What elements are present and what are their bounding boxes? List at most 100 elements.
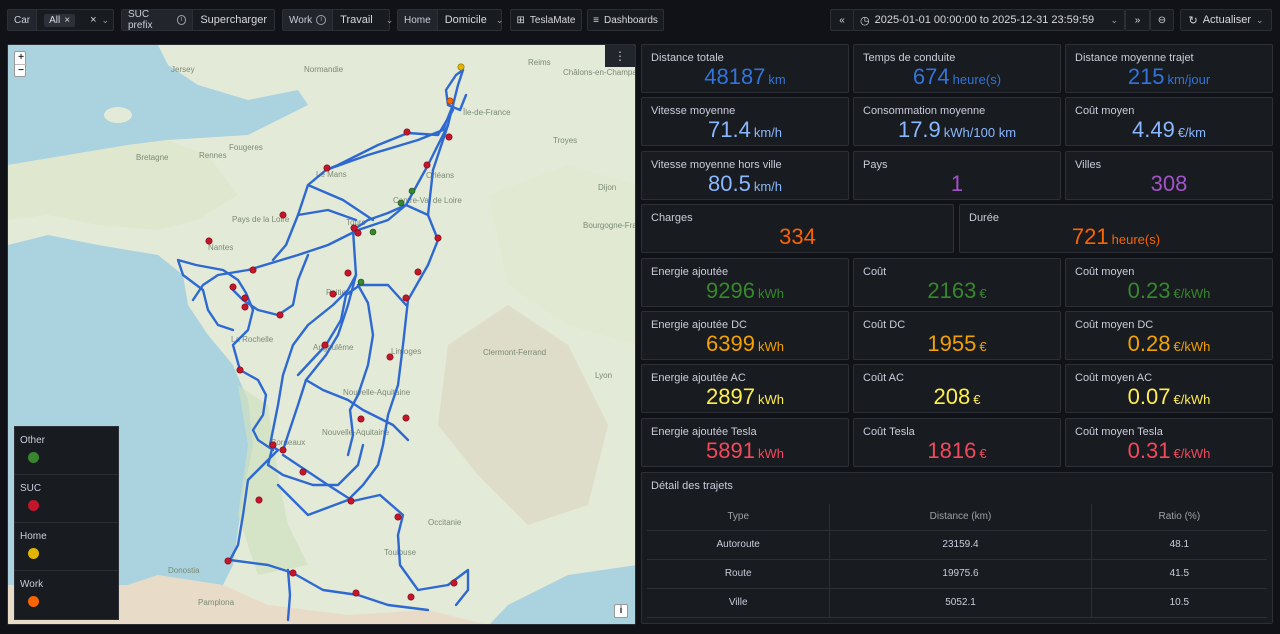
map-label-fougeres: Fougeres <box>229 143 263 152</box>
stat-unit: €/km <box>1177 125 1206 140</box>
stat-panel: Energie ajoutée 9296 kWh <box>641 258 849 307</box>
stat-unit: km <box>768 72 786 87</box>
stat-value: 2897 <box>706 384 755 409</box>
table-cell: 5052.1 <box>829 588 1092 618</box>
clear-icon[interactable]: × <box>90 14 97 26</box>
stat-value-container: 0.07 €/kWh <box>1066 384 1272 410</box>
chevron-double-left-icon: « <box>839 14 845 26</box>
stat-value: 1 <box>950 171 964 196</box>
stat-value: 71.4 <box>708 117 751 142</box>
stat-title: Coût <box>863 266 887 278</box>
chevron-double-right-icon: » <box>1134 14 1141 26</box>
chevron-down-icon: ⌄ <box>1110 14 1118 25</box>
stat-unit: kWh <box>757 392 784 407</box>
legend-dot <box>28 596 39 607</box>
chevron-down-icon[interactable]: ⌄ <box>1255 14 1264 25</box>
stat-title: Coût AC <box>863 372 904 384</box>
stat-panel: Coût 2163 € <box>853 258 1061 307</box>
stat-value-container: 4.49 €/km <box>1066 117 1272 143</box>
grid-icon: ⊞ <box>516 14 525 26</box>
info-icon[interactable]: i <box>316 15 327 25</box>
stat-panel: Vitesse moyenne 71.4 km/h <box>641 97 849 146</box>
remove-chip-icon[interactable]: × <box>64 14 71 26</box>
stat-value: 6399 <box>706 331 755 356</box>
map-label-bretagne: Bretagne <box>136 153 169 162</box>
stat-unit: kWh <box>757 446 784 461</box>
map-attribution-info-icon[interactable]: i <box>614 604 628 618</box>
legend-item-home: Home <box>15 523 118 571</box>
stat-panel: Energie ajoutée DC 6399 kWh <box>641 311 849 360</box>
stat-panel: Coût moyen Tesla 0.31 €/kWh <box>1065 418 1273 467</box>
home-variable[interactable]: Home Domicile ⌄ <box>397 9 504 31</box>
stat-title: Vitesse moyenne <box>651 105 736 117</box>
zoom-out-time-button[interactable]: ⊖ <box>1150 9 1174 31</box>
stat-value-container: 1 <box>854 171 1060 197</box>
stat-value: 17.9 <box>897 117 941 142</box>
map-label-nouvelle-aquitaine-2: Nouvelle-Aquitaine <box>343 388 411 397</box>
map-label-angouleme: Angoulême <box>313 343 354 352</box>
map-label-troyes: Troyes <box>553 136 577 145</box>
zoom-in-button[interactable]: + <box>18 52 24 63</box>
map-label-la-rochelle: La Rochelle <box>231 335 274 344</box>
stat-value: 1816 <box>927 438 977 463</box>
stat-value: 208 <box>933 384 971 409</box>
stat-title: Durée <box>969 212 999 224</box>
suc-prefix-variable[interactable]: SUC prefix i Supercharger <box>121 9 275 31</box>
dashboards-link-button[interactable]: ≡ Dashboards <box>587 9 664 31</box>
work-variable[interactable]: Work i Travail ⌄ <box>282 9 393 31</box>
time-shift-forward-button[interactable]: » <box>1125 9 1150 31</box>
refresh-label: Actualiser <box>1202 14 1251 26</box>
time-shift-back-button[interactable]: « <box>830 9 854 31</box>
stat-value-container: 80.5 km/h <box>642 171 848 197</box>
stat-title: Energie ajoutée <box>651 266 729 278</box>
car-chip-label: All <box>49 14 61 26</box>
stat-value: 215 <box>1127 64 1165 89</box>
stat-panel: Energie ajoutée Tesla 5891 kWh <box>641 418 849 467</box>
column-header-distance[interactable]: Distance (km) <box>829 504 1092 531</box>
map-label-idf: Île-de-France <box>462 108 511 117</box>
table-row: Autoroute 23159.4 48.1 <box>647 530 1267 560</box>
stat-value-container: 2163 € <box>854 278 1060 304</box>
map-label-centre: Centre-Val de Loire <box>393 196 462 205</box>
menu-icon: ≡ <box>593 14 599 26</box>
teslamate-link-button[interactable]: ⊞ TeslaMate <box>510 9 582 31</box>
stat-unit: €/kWh <box>1173 339 1211 354</box>
stat-value: 0.28 <box>1127 331 1171 356</box>
panel-menu-icon[interactable]: ⋮ <box>605 45 635 67</box>
column-header-type[interactable]: Type <box>647 504 831 531</box>
stat-title: Energie ajoutée AC <box>651 372 746 384</box>
stat-title: Coût Tesla <box>863 426 915 438</box>
car-variable[interactable]: Car All × × ⌄ <box>7 9 114 31</box>
suc-prefix-input[interactable]: Supercharger <box>200 14 267 26</box>
stat-title: Coût moyen AC <box>1075 372 1153 384</box>
stat-unit: heure(s) <box>1111 232 1161 247</box>
trips-map-panel[interactable]: Jersey Normandie Rennes Bretagne Fougere… <box>7 44 636 625</box>
stat-title: Consommation moyenne <box>863 105 986 117</box>
column-header-ratio[interactable]: Ratio (%) <box>1091 504 1267 531</box>
stat-value-container: 0.31 €/kWh <box>1066 438 1272 464</box>
zoom-out-button[interactable]: − <box>15 64 27 76</box>
chevron-down-icon[interactable]: ⌄ <box>385 14 394 25</box>
chevron-down-icon[interactable]: ⌄ <box>495 14 504 25</box>
stat-value-container: 334 <box>642 224 953 250</box>
stat-panel: Durée 721 heure(s) <box>959 204 1273 253</box>
stat-unit: €/kWh <box>1173 286 1211 301</box>
stat-panel: Coût Tesla 1816 € <box>853 418 1061 467</box>
work-label: Work <box>289 14 313 26</box>
car-chip[interactable]: All × <box>44 13 76 27</box>
stat-value: 2163 <box>927 278 977 303</box>
time-range-picker[interactable]: ◷ 2025-01-01 00:00:00 to 2025-12-31 23:5… <box>853 9 1125 31</box>
table-cell: 41.5 <box>1091 559 1267 589</box>
map-label-nantes: Nantes <box>208 243 233 252</box>
stat-value-container: 1816 € <box>854 438 1060 464</box>
chevron-down-icon[interactable]: ⌄ <box>101 14 110 25</box>
map-label-orleans: Orléans <box>426 171 454 180</box>
map-legend: Other SUC Home Work <box>14 426 119 620</box>
info-icon[interactable]: i <box>176 15 187 25</box>
map-label-dijon: Dijon <box>598 183 616 192</box>
stat-value-container: 215 km/jour <box>1066 64 1272 90</box>
stat-value-container: 2897 kWh <box>642 384 848 410</box>
refresh-button[interactable]: ↻ Actualiser ⌄ <box>1180 9 1272 31</box>
map-label-bordeaux: Bordeaux <box>271 438 305 447</box>
map-label-rennes: Rennes <box>199 151 227 160</box>
